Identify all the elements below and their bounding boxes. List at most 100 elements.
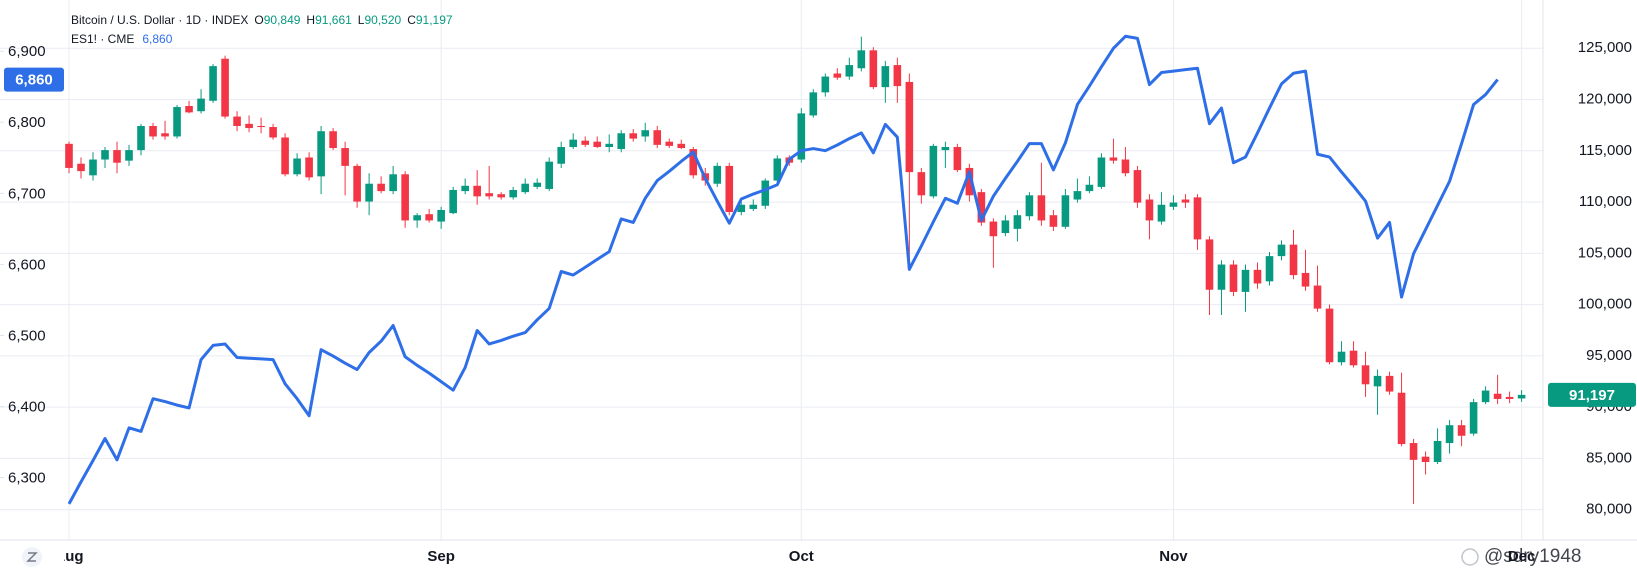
- y2-tick-label: 100,000: [1578, 296, 1632, 313]
- candle-body: [233, 116, 241, 126]
- candle-body: [1169, 202, 1178, 207]
- candle-body: [209, 66, 217, 101]
- candle-body: [389, 174, 397, 192]
- y2-tick-label: 120,000: [1578, 91, 1632, 108]
- y2-tick-label: 105,000: [1578, 244, 1632, 261]
- candle-body: [1037, 195, 1046, 221]
- candle-body: [881, 66, 890, 88]
- candle-body: [101, 150, 109, 160]
- candle-body: [197, 98, 205, 112]
- x-tick-label: Dec: [1508, 548, 1536, 565]
- marks-layer: [65, 34, 1526, 505]
- candle-body: [605, 143, 614, 148]
- candle-body: [665, 141, 674, 146]
- overlay-layer: Bitcoin / U.S. Dollar · 1D · INDEX O90,84…: [22, 13, 1581, 567]
- watermark-icon: [1461, 548, 1479, 566]
- candle-body: [1145, 199, 1154, 221]
- candle-body: [1469, 402, 1478, 434]
- candle-body: [149, 125, 157, 137]
- candle-body: [965, 167, 974, 196]
- candle-body: [893, 65, 902, 87]
- candle-body: [725, 165, 734, 213]
- candle-body: [845, 65, 854, 77]
- y2-tick-label: 115,000: [1579, 142, 1632, 159]
- candle-body: [1433, 440, 1442, 463]
- candle-body: [677, 143, 686, 149]
- candle-body: [1493, 393, 1502, 399]
- candle-body: [809, 92, 818, 116]
- candle-body: [617, 133, 626, 150]
- candle-body: [1229, 264, 1238, 292]
- line-series: [67, 34, 1499, 505]
- grid-layer: [0, 0, 1543, 540]
- tags-layer: 91,197 6,860: [4, 67, 1636, 407]
- legend-prefix-low: L: [358, 13, 365, 27]
- candle-body: [713, 165, 722, 184]
- candle-body: [1181, 199, 1190, 203]
- candle-body: [1025, 195, 1034, 217]
- candle-body: [1253, 269, 1262, 284]
- candle-body: [257, 125, 265, 128]
- legend-prefix-close: C: [407, 13, 416, 27]
- legend-prefix-open: O: [254, 13, 263, 27]
- candle-body: [1013, 215, 1022, 229]
- candle-body: [413, 215, 421, 221]
- legend-high: 91,661: [315, 13, 352, 27]
- candle-body: [353, 165, 361, 202]
- candle-body: [317, 131, 325, 177]
- candle-body: [869, 50, 878, 88]
- candle-body: [1457, 425, 1466, 436]
- candle-body: [125, 150, 133, 161]
- candle-body: [269, 127, 277, 138]
- candle-body: [437, 209, 445, 222]
- y-tick-label: 6,400: [8, 398, 46, 415]
- candle-body: [797, 113, 806, 160]
- candle-body: [161, 133, 169, 137]
- candle-body: [1361, 365, 1370, 385]
- candle-body: [1241, 269, 1250, 292]
- candle-body: [1133, 170, 1142, 203]
- candle-body: [629, 133, 638, 139]
- candle-body: [65, 143, 73, 168]
- candle-body: [365, 183, 373, 202]
- candle-body: [485, 193, 493, 197]
- candle-body: [1313, 285, 1322, 309]
- candle-body: [905, 81, 914, 173]
- candle-body: [1121, 159, 1130, 174]
- candle-body: [1397, 392, 1406, 445]
- candle-body: [1049, 215, 1058, 227]
- legend-open: 90,849: [264, 13, 301, 27]
- candle-body: [857, 50, 866, 69]
- candle-body: [1349, 350, 1358, 366]
- candle-body: [989, 221, 998, 237]
- x-tick-label: Sep: [427, 548, 455, 565]
- candle-body: [653, 130, 662, 145]
- candle-body: [569, 139, 578, 148]
- x-tick-label: Nov: [1159, 548, 1188, 565]
- candle-body: [773, 158, 782, 181]
- axes-layer: 80,00085,00090,00095,000100,000105,00011…: [0, 39, 1632, 518]
- y2-tick-label: 80,000: [1586, 501, 1632, 518]
- candle-body: [113, 150, 121, 163]
- candle-body: [1265, 256, 1274, 282]
- candle-body: [1409, 443, 1418, 460]
- y-tick-label: 6,800: [8, 114, 46, 131]
- candle-body: [953, 147, 962, 171]
- candle-body: [293, 158, 301, 175]
- candle-body: [533, 182, 541, 187]
- candle-body: [185, 106, 193, 113]
- candle-body: [821, 76, 830, 93]
- candle-body: [497, 194, 505, 198]
- legend-btc: Bitcoin / U.S. Dollar · 1D · INDEX O90,84…: [71, 13, 453, 27]
- y2-tick-label: 125,000: [1578, 39, 1632, 56]
- candle-body: [917, 172, 926, 196]
- candle-body: [761, 180, 770, 206]
- candle-body: [173, 107, 181, 137]
- candle-body: [977, 192, 986, 223]
- candle-body: [1085, 184, 1094, 192]
- last-value-tag-text: 91,197: [1569, 387, 1615, 404]
- candle-body: [1445, 425, 1454, 444]
- candle-body: [1205, 239, 1214, 290]
